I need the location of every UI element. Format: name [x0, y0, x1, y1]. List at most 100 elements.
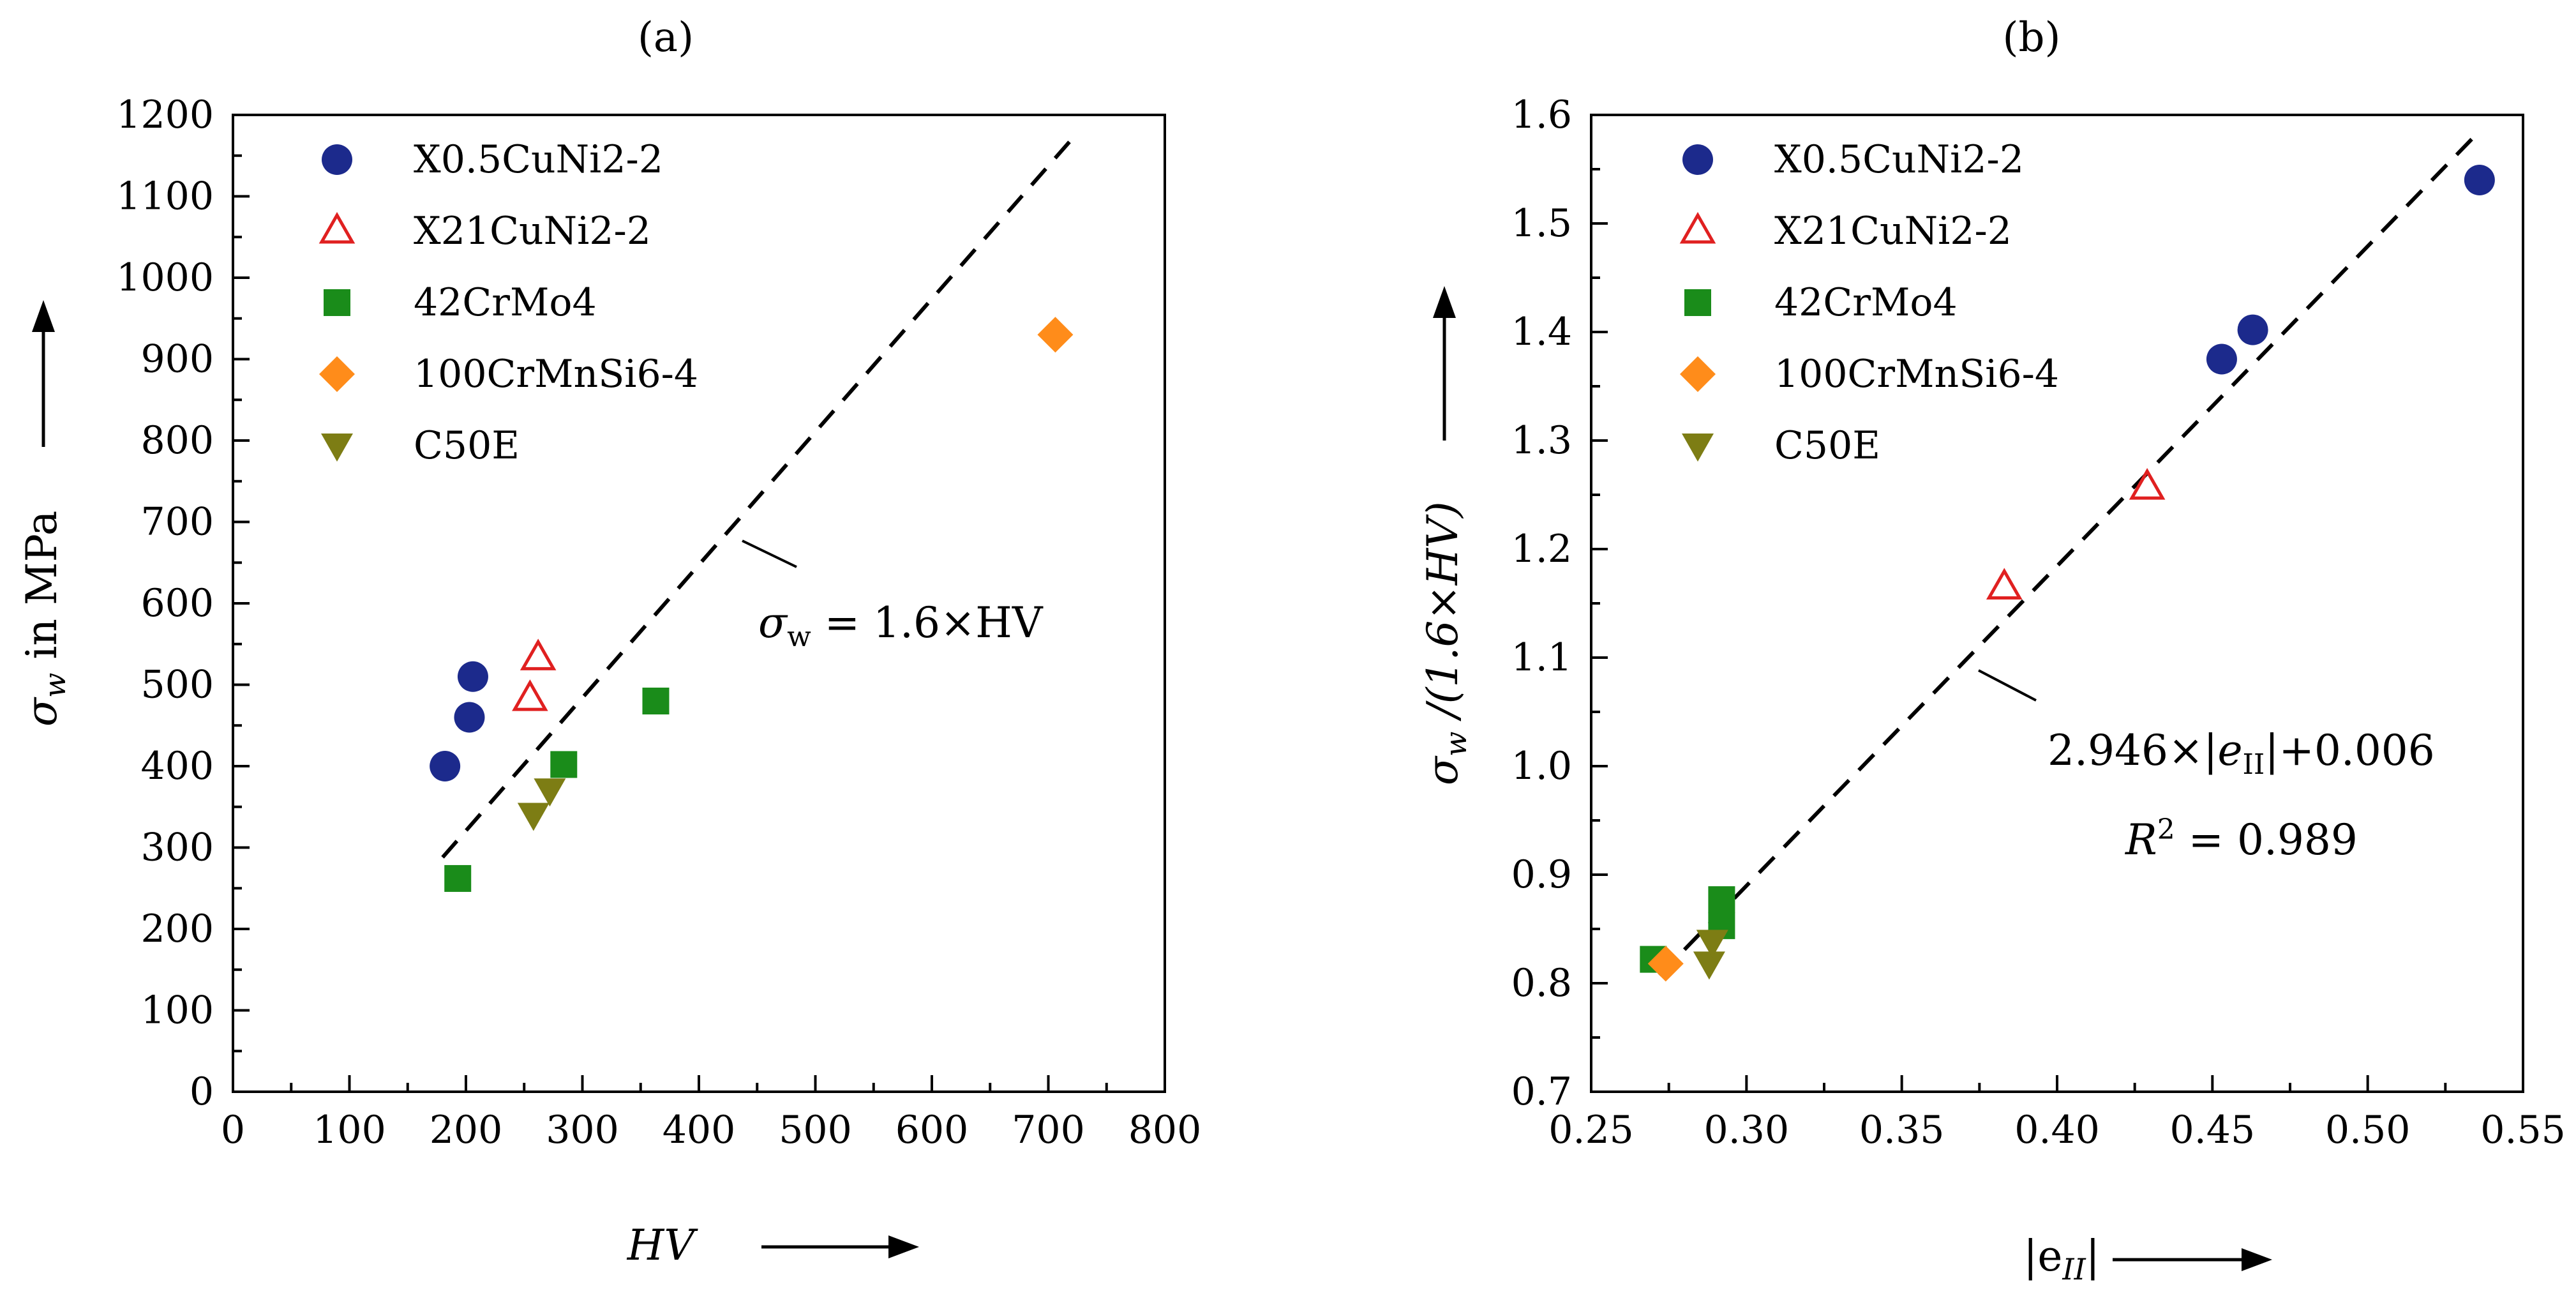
legend-label: 100CrMnSi6-4 — [414, 352, 698, 396]
panel-a-fit-line — [441, 138, 1074, 859]
legend-label: X21CuNi2-2 — [414, 209, 651, 253]
legend-label: 42CrMo4 — [414, 280, 597, 325]
legend-label: X0.5CuNi2-2 — [1774, 137, 2024, 182]
y-tick-label: 200 — [140, 907, 214, 951]
y-tick-label: 900 — [140, 337, 214, 382]
panel-a-y-axis-title: σw in MPa — [17, 511, 72, 727]
data-point-circle — [457, 661, 488, 692]
y-tick-label: 100 — [140, 988, 214, 1033]
y-tick-label: 700 — [140, 500, 214, 545]
legend-label: X21CuNi2-2 — [1774, 209, 2012, 253]
panel-b-annotation-r2: R2 = 0.989 — [2125, 813, 2358, 864]
panel-b-y-axis-title: σw /(1.6×HV) — [1418, 501, 1473, 785]
y-tick-label: 0.7 — [1511, 1069, 1572, 1114]
data-point-circle — [454, 702, 485, 733]
y-tick-label: 1100 — [116, 174, 214, 219]
x-tick-label: 800 — [1128, 1108, 1202, 1152]
panel-b-y-axis-arrow — [1433, 286, 1456, 441]
panel-b-fit-line — [1658, 133, 2478, 977]
x-tick-label: 400 — [663, 1108, 736, 1152]
panel-b-label: (b) — [2003, 14, 2061, 61]
legend-marker-triangle-down — [321, 434, 353, 462]
x-tick-label: 0 — [221, 1108, 245, 1152]
panel-a-annotation-sub: w — [787, 621, 811, 653]
data-point-triangle-down — [1693, 951, 1725, 980]
data-point-circle — [2206, 343, 2237, 375]
x-tick-label: 200 — [430, 1108, 503, 1152]
y-tick-label: 0.8 — [1511, 961, 1572, 1006]
panel-a-annotation-rest: = 1.6×HV — [811, 598, 1044, 647]
data-point-triangle-open — [512, 679, 548, 711]
x-tick-label: 300 — [546, 1108, 619, 1152]
data-point-diamond — [1037, 317, 1074, 353]
x-tick-label: 0.25 — [1548, 1108, 1634, 1152]
panel-a-annotation-sigma: σ — [758, 598, 788, 647]
data-point-square — [1708, 886, 1735, 914]
data-point-circle — [2464, 165, 2495, 195]
x-tick-label: 700 — [1012, 1108, 1085, 1152]
data-point-square — [642, 688, 670, 714]
data-point-square — [550, 751, 578, 778]
panel-b-ticks: 0.25 0.30 0.35 0.40 0.45 0.50 0.55 0.7 0.8 0.9 1.0… — [1511, 93, 2566, 1152]
y-tick-label: 1.0 — [1511, 744, 1572, 788]
x-tick-label: 600 — [895, 1108, 969, 1152]
legend-marker-circle — [1682, 144, 1713, 175]
legend-marker-triangle-open — [318, 211, 356, 244]
y-tick-label: 1.1 — [1511, 635, 1572, 680]
legend-marker-square — [1684, 289, 1711, 316]
y-tick-label: 1.5 — [1511, 201, 1572, 246]
y-tick-label: 1.3 — [1511, 418, 1572, 463]
panel-b-annotation-equation: 2.946×|eII|+0.006 — [2048, 726, 2435, 781]
data-point-triangle-down — [517, 803, 550, 831]
panel-a: (a) 0 100 200 300 400 500 600 700 800 0 100 200 300 4… — [17, 14, 1201, 1270]
data-point-triangle-down — [1696, 930, 1728, 958]
legend-marker-triangle-open — [1679, 211, 1716, 244]
legend-marker-diamond — [1680, 356, 1716, 392]
panel-b: (b) 0.25 0.30 0.35 0.40 0.45 0.50 0.550.70.80.… — [1418, 14, 2566, 1286]
panel-b-annotation-leader — [1978, 669, 2037, 702]
panel-a-x-axis-arrow — [761, 1235, 919, 1258]
x-tick-label: 0.55 — [2480, 1108, 2566, 1152]
x-tick-label: 100 — [313, 1108, 386, 1152]
legend-marker-circle — [322, 144, 352, 175]
data-point-triangle-open — [1986, 568, 2023, 600]
y-tick-label: 1.4 — [1511, 310, 1572, 354]
panel-a-annotation-leader — [742, 539, 797, 568]
panel-a-y-axis-arrow — [32, 300, 55, 447]
panel-b-plot-frame — [1590, 114, 2524, 1093]
data-point-diamond — [1647, 946, 1684, 982]
x-tick-label: 0.30 — [1704, 1108, 1790, 1152]
y-tick-label: 0.9 — [1511, 852, 1572, 897]
y-tick-label: 600 — [140, 581, 214, 626]
panel-b-x-axis-title: |eII| — [2023, 1232, 2100, 1286]
legend-label: X0.5CuNi2-2 — [414, 137, 663, 182]
panel-a-x-axis-title: HV — [627, 1221, 699, 1270]
data-point-triangle-down — [534, 778, 566, 807]
legend-marker-square — [324, 289, 350, 316]
x-tick-label: 0.45 — [2170, 1108, 2256, 1152]
data-point-circle — [2237, 314, 2268, 345]
y-tick-label: 1200 — [116, 93, 214, 137]
panel-b-data-points — [1640, 165, 2495, 982]
x-tick-label: 500 — [779, 1108, 852, 1152]
x-tick-label: 0.40 — [2014, 1108, 2100, 1152]
y-tick-label: 1000 — [116, 255, 214, 300]
x-tick-label: 0.35 — [1859, 1108, 1945, 1152]
legend-label: 100CrMnSi6-4 — [1774, 352, 2059, 396]
y-tick-label: 1.6 — [1511, 93, 1572, 137]
panel-a-data-points — [430, 317, 1074, 892]
legend-label: C50E — [414, 423, 520, 468]
y-tick-label: 0 — [190, 1069, 214, 1114]
panel-a-annotation: σw = 1.6×HV — [758, 598, 1044, 653]
legend-label: 42CrMo4 — [1774, 280, 1958, 325]
y-tick-label: 800 — [140, 418, 214, 463]
data-point-square — [444, 864, 472, 892]
panel-a-label: (a) — [638, 14, 694, 61]
x-tick-label: 0.50 — [2325, 1108, 2411, 1152]
data-point-circle — [430, 751, 461, 781]
panel-b-legend: X0.5CuNi2-2 X21CuNi2-2 42CrMo4 100CrMnSi6-4… — [1679, 137, 2059, 468]
legend-label: C50E — [1774, 423, 1880, 468]
legend-marker-diamond — [319, 356, 355, 392]
y-tick-label: 400 — [140, 744, 214, 788]
data-point-triangle-open — [520, 638, 557, 670]
